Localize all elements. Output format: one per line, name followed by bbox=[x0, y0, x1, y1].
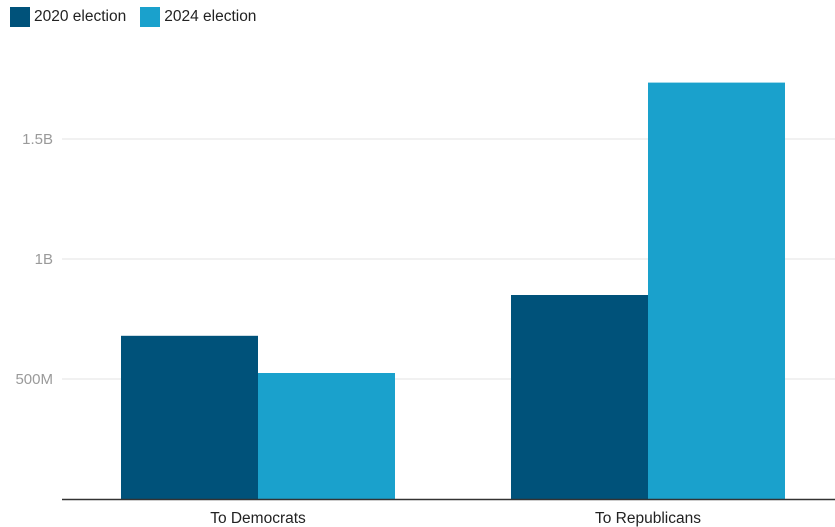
bar-1-0 bbox=[511, 295, 648, 499]
chart-legend: 2020 election 2024 election bbox=[10, 7, 270, 27]
y-tick-label-1: 1B bbox=[35, 251, 53, 268]
bar-0-1 bbox=[258, 373, 395, 499]
bar-1-1 bbox=[648, 82, 785, 499]
legend-label-2020: 2020 election bbox=[34, 8, 127, 25]
legend-item-2020: 2020 election bbox=[10, 7, 126, 27]
bar-0-0 bbox=[121, 335, 258, 499]
y-axis-ticks: 500M 1B 1.5B bbox=[15, 131, 53, 388]
category-label-0: To Democrats bbox=[210, 510, 306, 527]
legend-swatch-2024 bbox=[140, 7, 161, 27]
legend-swatch-2020 bbox=[10, 7, 30, 27]
legend-label-2024: 2024 election bbox=[164, 8, 257, 25]
category-label-1: To Republicans bbox=[595, 510, 701, 527]
y-tick-label-2: 1.5B bbox=[22, 131, 53, 148]
x-axis-categories: To Democrats To Republicans bbox=[210, 510, 701, 527]
legend-item-2024: 2024 election bbox=[140, 7, 256, 27]
bars bbox=[121, 82, 785, 499]
y-tick-label-0: 500M bbox=[15, 371, 53, 388]
